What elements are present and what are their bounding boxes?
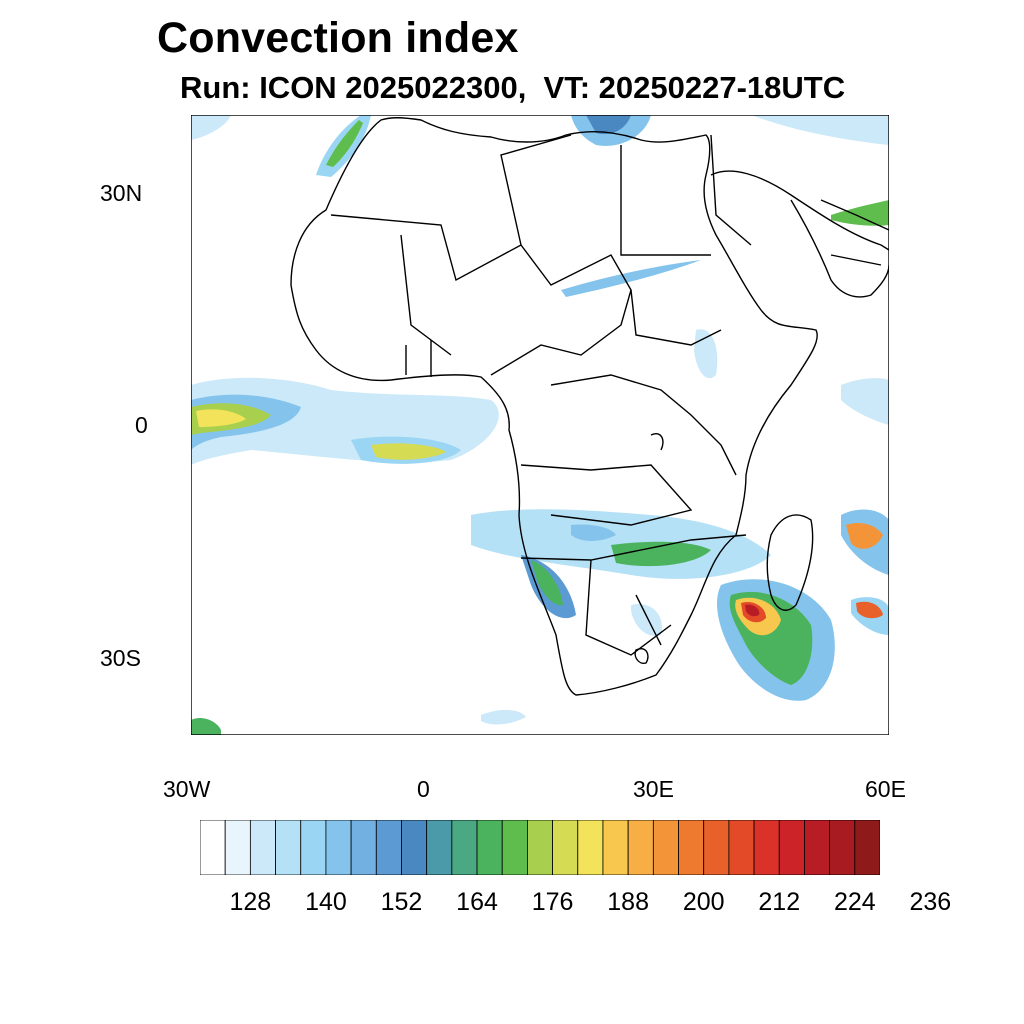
- colorbar: [200, 820, 880, 875]
- lon-label-0: 0: [417, 776, 430, 802]
- lon-label-30w: 30W: [163, 776, 211, 802]
- colorbar-swatch: [577, 820, 604, 875]
- colorbar-swatch: [602, 820, 629, 875]
- colorbar-label: 224: [833, 888, 876, 916]
- colorbar-swatch: [300, 820, 327, 875]
- lat-label-30n: 30N: [100, 180, 143, 206]
- colorbar-swatch: [753, 820, 780, 875]
- colorbar-swatch: [249, 820, 276, 875]
- colorbar-swatch: [652, 820, 679, 875]
- colorbar-swatch: [804, 820, 831, 875]
- map-panel: [191, 115, 889, 735]
- colorbar-swatch: [829, 820, 856, 875]
- colorbar-label: 140: [305, 888, 347, 916]
- colorbar-label: 176: [531, 888, 574, 916]
- colorbar-swatch: [426, 820, 453, 875]
- colorbar-swatch: [527, 820, 554, 875]
- lat-label-0: 0: [135, 412, 148, 438]
- colorbar-label: 212: [758, 888, 801, 916]
- colorbar-swatch: [678, 820, 705, 875]
- colorbar-label: 164: [456, 888, 498, 916]
- colorbar-swatch: [854, 820, 880, 875]
- colorbar-swatch: [627, 820, 654, 875]
- colorbar-swatch: [552, 820, 579, 875]
- colorbar-swatch: [476, 820, 503, 875]
- colorbar-label: 200: [682, 888, 725, 916]
- chart-title: Convection index: [157, 14, 519, 62]
- colorbar-label: 152: [380, 888, 423, 916]
- colorbar-swatch: [200, 820, 226, 875]
- convection-shading: [191, 115, 889, 735]
- coastlines: [290, 117, 889, 696]
- colorbar-swatch: [375, 820, 402, 875]
- colorbar-swatch: [275, 820, 302, 875]
- colorbar-swatch: [451, 820, 478, 875]
- colorbar-label: 188: [607, 888, 649, 916]
- colorbar-swatch: [778, 820, 805, 875]
- colorbar-label: 236: [909, 888, 952, 916]
- lon-label-30e: 30E: [633, 776, 674, 802]
- lat-label-30s: 30S: [100, 645, 141, 671]
- colorbar-swatch: [350, 820, 377, 875]
- lon-label-60e: 60E: [865, 776, 906, 802]
- colorbar-swatch: [703, 820, 730, 875]
- colorbar-swatch: [224, 820, 251, 875]
- colorbar-swatch: [325, 820, 352, 875]
- colorbar-label: 128: [229, 888, 272, 916]
- colorbar-swatch: [401, 820, 428, 875]
- run-subtitle: Run: ICON 2025022300, VT: 20250227-18UTC: [180, 70, 846, 105]
- colorbar-swatch: [501, 820, 528, 875]
- colorbar-swatch: [728, 820, 755, 875]
